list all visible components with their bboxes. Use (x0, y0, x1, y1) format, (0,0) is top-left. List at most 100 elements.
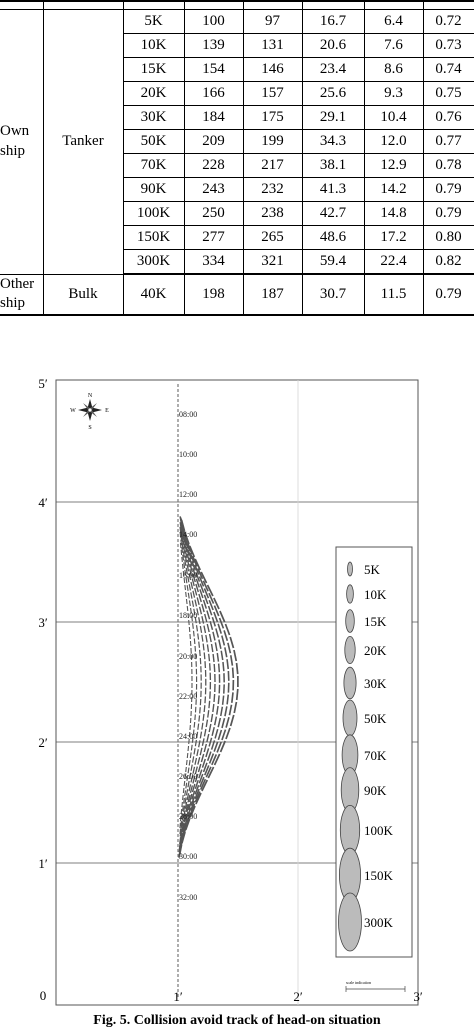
track-segment (220, 650, 224, 661)
track-segment (197, 633, 200, 640)
track-segment (195, 578, 200, 588)
scale-label: scale indication (346, 980, 371, 985)
table-cell: 265 (242, 225, 303, 250)
table-cell: 10K (122, 33, 185, 58)
track-segment (186, 564, 190, 572)
track-segment (187, 780, 190, 788)
track-segment (187, 549, 193, 560)
track-segment (184, 773, 187, 780)
track-300k (178, 519, 239, 857)
track-segment (188, 557, 193, 567)
table-cell: 42.7 (301, 201, 365, 226)
track-segment (184, 555, 188, 563)
track-segment (202, 580, 209, 592)
table-cell: 228 (183, 153, 244, 178)
track-segment (193, 608, 196, 616)
track-segment (202, 643, 205, 651)
legend-label: 20K (364, 643, 387, 658)
track-segment (206, 584, 214, 597)
figure-caption: Fig. 5. Collision avoid track of head-on… (93, 1013, 381, 1027)
track-segment (180, 519, 186, 532)
track-segment (214, 642, 218, 652)
table-cell: 146 (242, 57, 303, 82)
track-segment (202, 713, 205, 721)
table-row: Own ship Tanker 5K 100 97 16.7 6.4 0.72 (0, 9, 474, 275)
track-segment (217, 663, 221, 673)
track-segment (208, 653, 211, 662)
track-segment (195, 572, 201, 582)
track-segment (233, 649, 238, 662)
table-cell: 14.2 (363, 177, 424, 202)
table-cell: 184 (183, 105, 244, 130)
table-cell: 41.3 (301, 177, 365, 202)
table-cell: 217 (242, 153, 303, 178)
track-segment (186, 775, 189, 781)
track-segment (178, 844, 183, 857)
track-segment (197, 568, 204, 580)
table-cell: 12.9 (363, 153, 424, 178)
track-segment (189, 752, 192, 759)
track-segment (187, 592, 190, 599)
time-label: 14:00 (179, 530, 197, 539)
track-segment (192, 590, 196, 598)
track-segment (205, 766, 212, 778)
table-cell: 250 (183, 201, 244, 226)
track-segment (212, 653, 215, 663)
track-segment (180, 539, 183, 546)
table-cell: 0.72 (422, 9, 474, 34)
table-cell: 5K (122, 9, 185, 34)
track-segment (187, 745, 190, 752)
track-segment (187, 794, 191, 803)
track-segment (189, 805, 196, 818)
track-segment (185, 759, 188, 766)
track-segment (194, 757, 198, 765)
table-cell: 8.6 (363, 57, 424, 82)
track-segment (213, 753, 221, 766)
track-segment (201, 603, 205, 613)
table-cell: 11.5 (363, 273, 424, 316)
track-segment (213, 741, 219, 752)
track-100k (178, 517, 230, 858)
track-segment (194, 779, 199, 790)
track-segment (199, 625, 203, 633)
track-segment (182, 805, 184, 812)
track-segment (185, 577, 188, 584)
time-labels: 08:00 10:00 12:00 14:00 16:00 18:00 20:00 22:00… (179, 410, 197, 902)
table-cell: 198 (183, 273, 244, 316)
table-cell: 334 (183, 249, 244, 275)
track-segment (193, 638, 196, 645)
track-segment (208, 599, 214, 611)
track-segment (188, 600, 191, 607)
track-segment (190, 775, 194, 783)
table-cell: 50K (122, 129, 185, 154)
table-cell: 321 (242, 249, 303, 275)
track-segment (198, 641, 201, 648)
table-cell: 14.8 (363, 201, 424, 226)
track-segment (199, 778, 207, 790)
table-cell: 38.1 (301, 153, 365, 178)
plot-frame (55, 379, 419, 1006)
track-segment (224, 647, 228, 658)
track-segment (226, 694, 230, 705)
legend-ship-icon (347, 561, 353, 577)
table-cell: 131 (242, 33, 303, 58)
track-segment (203, 594, 209, 605)
track-segment (215, 628, 220, 638)
legend-ship-icon (339, 804, 361, 855)
table-cell: 243 (183, 177, 244, 202)
track-segment (199, 649, 201, 657)
track-segment (195, 792, 202, 805)
compass-center (88, 408, 92, 412)
track-segment (203, 588, 210, 599)
track-segment (198, 740, 201, 748)
table-cell: 150K (122, 225, 185, 250)
track-segment (182, 570, 185, 577)
track-segment (191, 578, 195, 587)
table-cell: 16.7 (301, 9, 365, 34)
table-row: Other ship Bulk 40K 198 187 30.7 11.5 0.79 (0, 273, 474, 316)
owner-cell: Other ship (0, 273, 44, 316)
compass-w-label: W (70, 408, 76, 414)
legend-label: 90K (364, 783, 387, 798)
track-segment (185, 598, 188, 605)
track-segment (219, 740, 226, 753)
